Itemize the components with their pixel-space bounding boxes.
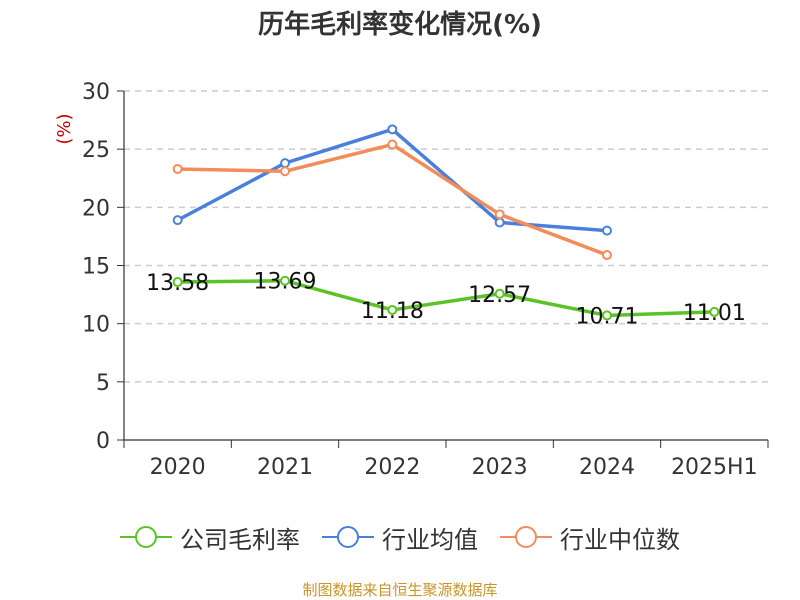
x-tick-label: 2022 [364, 455, 420, 480]
data-point-2 [280, 166, 290, 177]
legend-label-industry-mean: 行业均值 [382, 525, 478, 554]
data-point-0 [602, 310, 612, 321]
legend-item-industry-mean[interactable]: 行业均值 [322, 520, 478, 555]
y-tick-label: 15 [82, 255, 110, 280]
data-label: 11.01 [683, 301, 746, 326]
data-point-0 [709, 306, 720, 317]
data-point-1 [280, 158, 290, 169]
series-line-0 [177, 278, 715, 318]
source-note: 制图数据来自恒生聚源数据库 [302, 581, 498, 599]
y-tick-label: 25 [82, 138, 110, 163]
data-point-2 [172, 163, 183, 174]
legend-label-industry-median: 行业中位数 [560, 525, 680, 554]
series-line-2 [177, 142, 608, 257]
x-tick-label: 2024 [579, 455, 635, 480]
data-point-0 [387, 304, 398, 315]
legend-item-industry-median[interactable]: 行业中位数 [500, 520, 680, 555]
x-tick-label: 2023 [472, 455, 528, 480]
y-tick-label: 20 [82, 196, 110, 221]
data-label: 11.18 [361, 299, 424, 324]
data-point-2 [602, 250, 612, 261]
legend: 公司毛利率 行业均值 行业中位数 [0, 518, 800, 556]
x-tick-label: 2025H1 [671, 455, 758, 480]
y-tick-label: 10 [82, 313, 110, 338]
x-tick-label: 2020 [150, 455, 206, 480]
legend-marker-industry-median [500, 526, 552, 548]
y-axis-label: (%) [54, 113, 75, 144]
legend-label-company: 公司毛利率 [180, 525, 300, 554]
legend-marker-company [120, 526, 172, 548]
data-label: 13.58 [146, 271, 209, 296]
data-label: 12.57 [468, 283, 531, 308]
data-point-2 [387, 139, 398, 150]
data-point-1 [494, 217, 505, 228]
y-tick-label: 5 [96, 371, 110, 396]
y-tick-label: 0 [96, 429, 110, 454]
x-tick-label: 2021 [257, 455, 313, 480]
y-tick-label: 30 [82, 80, 110, 105]
data-point-0 [280, 275, 290, 286]
legend-marker-industry-mean [322, 526, 374, 548]
legend-item-company[interactable]: 公司毛利率 [120, 520, 300, 555]
data-point-1 [172, 215, 183, 226]
data-point-1 [602, 225, 612, 236]
chart-title: 历年毛利率变化情况(%) [258, 10, 542, 40]
data-point-2 [494, 209, 505, 220]
data-point-0 [172, 277, 183, 288]
data-label: 13.69 [254, 270, 317, 295]
data-point-1 [387, 124, 398, 135]
data-label: 10.71 [576, 304, 639, 329]
data-point-0 [494, 288, 505, 299]
